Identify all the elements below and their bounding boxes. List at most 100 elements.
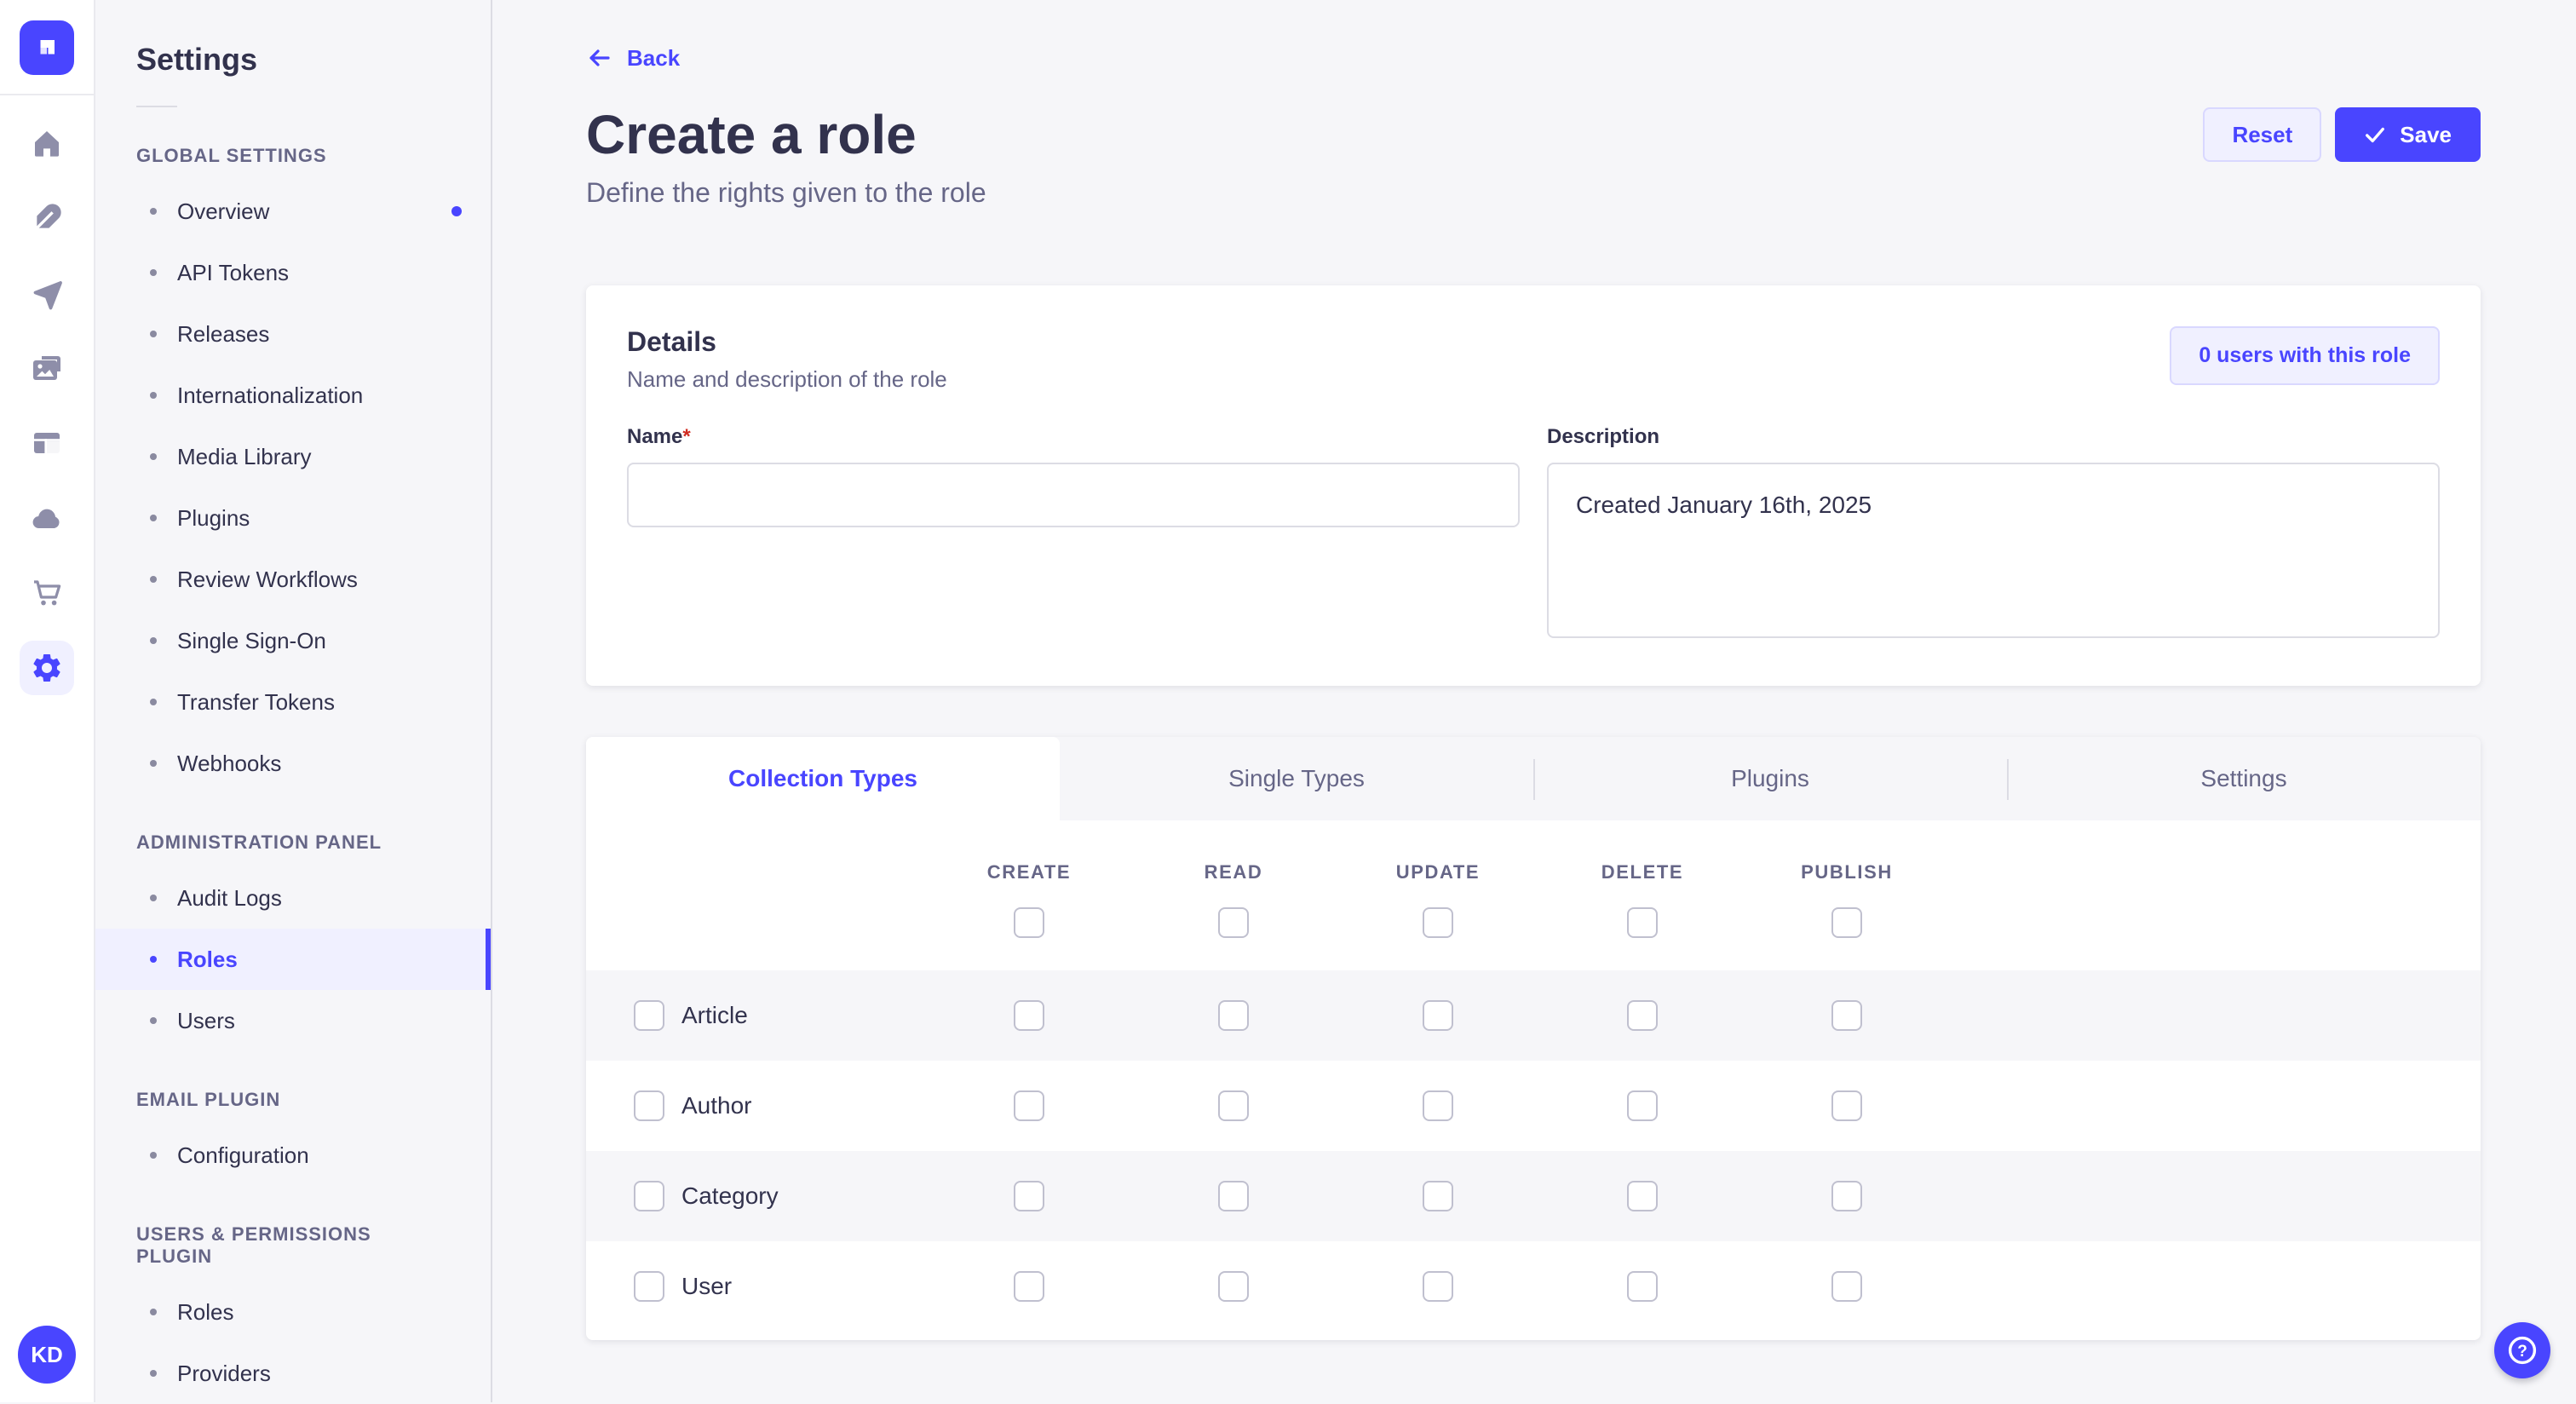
category-publish-checkbox[interactable]	[1831, 1181, 1862, 1211]
author-read-checkbox[interactable]	[1218, 1090, 1249, 1121]
sidebar-item-label: Users	[177, 1008, 235, 1034]
sidebar-item-overview[interactable]: Overview	[95, 181, 491, 242]
select-all-create-checkbox[interactable]	[1014, 907, 1044, 938]
back-link[interactable]: Back	[586, 44, 680, 72]
sidebar-item-transfer-tokens[interactable]: Transfer Tokens	[95, 671, 491, 733]
name-field-group: Name*	[627, 425, 1520, 645]
table-rows: Article Author	[586, 970, 2481, 1332]
author-publish-checkbox[interactable]	[1831, 1090, 1862, 1121]
users-with-role-badge[interactable]: 0 users with this role	[2170, 326, 2440, 385]
sidebar-item-users[interactable]: Users	[95, 990, 491, 1051]
author-create-checkbox[interactable]	[1014, 1090, 1044, 1121]
name-label: Name*	[627, 425, 1520, 449]
category-update-checkbox[interactable]	[1423, 1181, 1453, 1211]
settings-gear-icon[interactable]	[20, 641, 74, 695]
sidebar-item-releases[interactable]: Releases	[95, 303, 491, 365]
table-row-category: Category	[586, 1151, 2481, 1241]
sidebar-item-configuration[interactable]: Configuration	[95, 1125, 491, 1186]
tab-settings[interactable]: Settings	[2007, 737, 2481, 820]
cart-icon[interactable]	[20, 566, 74, 620]
details-card: Details Name and description of the role…	[586, 285, 2481, 686]
select-all-update-checkbox[interactable]	[1423, 907, 1453, 938]
permissions-table: CREATE READ UPDATE DELETE PUBLISH	[586, 820, 2481, 1340]
author-delete-checkbox[interactable]	[1627, 1090, 1658, 1121]
name-input[interactable]	[627, 463, 1520, 527]
icon-rail: KD	[0, 0, 95, 1402]
feather-icon[interactable]	[20, 191, 74, 245]
article-read-checkbox[interactable]	[1218, 1000, 1249, 1031]
cloud-icon[interactable]	[20, 491, 74, 545]
user-read-checkbox[interactable]	[1218, 1271, 1249, 1302]
select-all-publish-checkbox[interactable]	[1831, 907, 1862, 938]
home-icon[interactable]	[20, 116, 74, 170]
reset-button[interactable]: Reset	[2203, 107, 2321, 162]
row-label: Article	[675, 1002, 927, 1029]
select-article-checkbox[interactable]	[634, 1000, 664, 1031]
paper-plane-icon[interactable]	[20, 266, 74, 320]
sidebar-item-webhooks[interactable]: Webhooks	[95, 733, 491, 794]
strapi-logo-icon[interactable]	[20, 20, 74, 75]
article-create-checkbox[interactable]	[1014, 1000, 1044, 1031]
category-read-checkbox[interactable]	[1218, 1181, 1249, 1211]
avatar[interactable]: KD	[18, 1326, 76, 1384]
sidebar-item-review-workflows[interactable]: Review Workflows	[95, 549, 491, 610]
sidebar-item-providers[interactable]: Providers	[95, 1343, 491, 1404]
sidebar-item-media-library[interactable]: Media Library	[95, 426, 491, 487]
permissions-tabs: Collection Types Single Types Plugins Se…	[586, 737, 2481, 820]
user-publish-checkbox[interactable]	[1831, 1271, 1862, 1302]
details-card-header: Details Name and description of the role…	[627, 326, 2440, 393]
required-asterisk: *	[682, 425, 690, 448]
sidebar-item-label: Media Library	[177, 444, 312, 470]
user-update-checkbox[interactable]	[1423, 1271, 1453, 1302]
page-title: Create a role	[586, 107, 917, 162]
svg-text:?: ?	[2517, 1343, 2527, 1361]
tab-collection-types[interactable]: Collection Types	[586, 737, 1060, 820]
save-button[interactable]: Save	[2335, 107, 2481, 162]
user-delete-checkbox[interactable]	[1627, 1271, 1658, 1302]
select-all-read-checkbox[interactable]	[1218, 907, 1249, 938]
sidebar-item-label: API Tokens	[177, 260, 289, 286]
media-library-icon[interactable]	[20, 341, 74, 395]
sidebar-item-roles-up[interactable]: Roles	[95, 1281, 491, 1343]
author-update-checkbox[interactable]	[1423, 1090, 1453, 1121]
description-textarea[interactable]: Created January 16th, 2025	[1547, 463, 2440, 638]
article-delete-checkbox[interactable]	[1627, 1000, 1658, 1031]
sidebar-item-roles-admin[interactable]: Roles	[95, 929, 491, 990]
article-publish-checkbox[interactable]	[1831, 1000, 1862, 1031]
column-header-update: UPDATE	[1336, 861, 1540, 883]
column-header-read: READ	[1131, 861, 1336, 883]
category-create-checkbox[interactable]	[1014, 1181, 1044, 1211]
permissions-card: Collection Types Single Types Plugins Se…	[586, 737, 2481, 1340]
save-label: Save	[2400, 122, 2452, 148]
sidebar-item-api-tokens[interactable]: API Tokens	[95, 242, 491, 303]
notification-dot	[451, 206, 462, 216]
sidebar-item-label: Internationalization	[177, 383, 363, 409]
tab-single-types[interactable]: Single Types	[1060, 737, 1533, 820]
select-author-checkbox[interactable]	[634, 1090, 664, 1121]
sidebar-item-plugins[interactable]: Plugins	[95, 487, 491, 549]
question-mark-icon: ?	[2506, 1334, 2539, 1367]
row-label: User	[675, 1273, 927, 1300]
tab-plugins[interactable]: Plugins	[1533, 737, 2007, 820]
sidebar-item-label: Roles	[177, 947, 238, 973]
table-row-user: User	[586, 1241, 2481, 1332]
logo-container	[0, 0, 94, 95]
sidebar-item-label: Plugins	[177, 505, 250, 532]
sidebar-item-label: Transfer Tokens	[177, 689, 335, 716]
sidebar-item-internationalization[interactable]: Internationalization	[95, 365, 491, 426]
select-all-delete-checkbox[interactable]	[1627, 907, 1658, 938]
arrow-left-icon	[586, 44, 613, 72]
layout-icon[interactable]	[20, 416, 74, 470]
user-create-checkbox[interactable]	[1014, 1271, 1044, 1302]
select-category-checkbox[interactable]	[634, 1181, 664, 1211]
row-label: Author	[675, 1092, 927, 1119]
section-global-settings: GLOBAL SETTINGS Overview API Tokens Rele…	[95, 121, 491, 794]
bullet-icon	[150, 956, 157, 963]
sidebar-item-single-sign-on[interactable]: Single Sign-On	[95, 610, 491, 671]
sidebar-item-audit-logs[interactable]: Audit Logs	[95, 867, 491, 929]
article-update-checkbox[interactable]	[1423, 1000, 1453, 1031]
category-delete-checkbox[interactable]	[1627, 1181, 1658, 1211]
help-button[interactable]: ?	[2494, 1322, 2550, 1378]
select-user-checkbox[interactable]	[634, 1271, 664, 1302]
bullet-icon	[150, 637, 157, 644]
